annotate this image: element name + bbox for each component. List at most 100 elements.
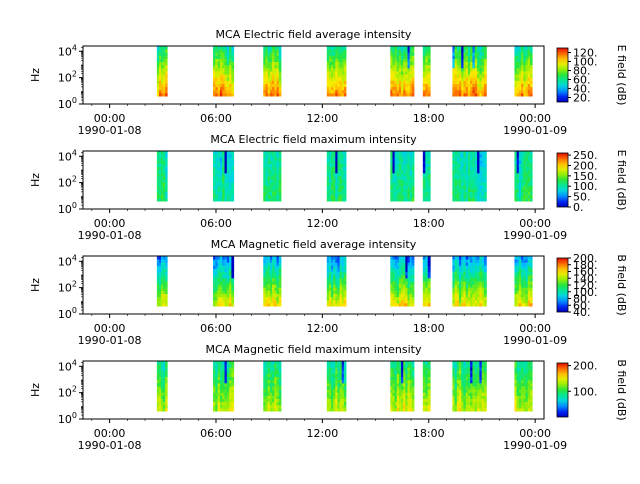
colorbar-tick-label: 100. xyxy=(573,56,598,69)
x-tick-label: 00:00 xyxy=(94,427,126,440)
plot-frame xyxy=(82,150,545,210)
x-date-label: 1990-01-08 xyxy=(78,124,142,137)
colorbar-tick-label: 20. xyxy=(573,92,591,105)
colorbar-tick-label: 60. xyxy=(573,299,591,312)
data-segment xyxy=(263,46,282,97)
y-axis-label: Hz xyxy=(29,383,42,397)
y-axis-label: Hz xyxy=(29,173,42,187)
data-segment xyxy=(263,361,282,412)
data-segment xyxy=(514,46,533,97)
colorbar-tick-label: 100. xyxy=(573,180,598,193)
data-segment xyxy=(390,46,415,97)
data-segment xyxy=(422,151,431,202)
y-tick-label: 104 xyxy=(58,358,77,373)
y-tick-label: 100 xyxy=(58,201,77,216)
data-segment xyxy=(213,361,235,412)
y-axis-label: Hz xyxy=(29,278,42,292)
colorbar-tick-label: 140. xyxy=(573,272,598,285)
data-segment xyxy=(452,256,471,307)
y-tick-label: 104 xyxy=(58,43,77,58)
colorbar-tick-label: 200. xyxy=(573,159,598,172)
panel-4: MCA Magnetic field maximum intensity Hz 10… xyxy=(29,343,628,452)
colorbar-tick-label: 50. xyxy=(573,191,591,204)
x-tick-label: 12:00 xyxy=(307,112,339,125)
colorbar-tick-label: 250. xyxy=(573,149,598,162)
colorbar-tick-label: 100. xyxy=(573,385,598,398)
data-segment xyxy=(422,256,431,307)
data-segment xyxy=(514,151,533,202)
colorbar-tick-label: 40. xyxy=(573,83,591,96)
data-segment xyxy=(390,256,415,307)
data-segment xyxy=(156,151,168,202)
x-tick-label: 00:00 xyxy=(519,427,551,440)
plot-frame xyxy=(82,255,545,315)
data-segment xyxy=(213,46,235,97)
data-segment xyxy=(452,151,471,202)
colorbar-tick-label: 180. xyxy=(573,259,598,272)
x-tick-label: 00:00 xyxy=(519,112,551,125)
colorbar xyxy=(556,47,569,103)
x-tick-label: 00:00 xyxy=(94,322,126,335)
x-tick-label: 00:00 xyxy=(94,217,126,230)
y-tick-label: 102 xyxy=(58,385,77,400)
data-segment xyxy=(156,46,168,97)
y-tick-label: 100 xyxy=(58,96,77,111)
x-tick-label: 12:00 xyxy=(307,217,339,230)
y-tick-label: 102 xyxy=(58,175,77,190)
y-tick-label: 100 xyxy=(58,306,77,321)
colorbar-label: E field (dB) xyxy=(615,150,628,211)
y-tick-label: 100 xyxy=(58,411,77,426)
x-date-label: 1990-01-09 xyxy=(503,124,567,137)
data-segment xyxy=(156,256,168,307)
x-date-label: 1990-01-08 xyxy=(78,334,142,347)
data-segment xyxy=(213,151,235,202)
data-segment xyxy=(326,361,347,412)
data-segment xyxy=(213,256,235,307)
panel-2: MCA Electric field maximum intensity Hz 10… xyxy=(29,133,628,242)
chart-title: MCA Electric field average intensity xyxy=(216,28,412,41)
x-tick-label: 12:00 xyxy=(307,322,339,335)
data-segment xyxy=(452,361,471,412)
x-tick-label: 18:00 xyxy=(413,427,445,440)
data-segment xyxy=(390,151,415,202)
x-tick-label: 00:00 xyxy=(519,217,551,230)
colorbar-tick-label: 80. xyxy=(573,293,591,306)
data-segment xyxy=(326,46,347,97)
data-segment xyxy=(390,361,415,412)
x-tick-label: 18:00 xyxy=(413,217,445,230)
data-segment xyxy=(470,361,487,412)
data-segment xyxy=(263,151,282,202)
colorbar-tick-label: 40. xyxy=(573,306,591,319)
data-segment xyxy=(470,151,487,202)
colorbar-tick-label: 150. xyxy=(573,170,598,183)
x-tick-label: 00:00 xyxy=(94,112,126,125)
x-tick-label: 06:00 xyxy=(200,112,232,125)
chart-title: MCA Magnetic field average intensity xyxy=(211,238,417,251)
data-segment xyxy=(452,46,471,97)
colorbar-tick-label: 200. xyxy=(573,252,598,265)
data-segment xyxy=(470,256,487,307)
data-segment xyxy=(326,256,347,307)
panel-1: MCA Electric field average intensity Hz 10… xyxy=(29,28,628,137)
panel-3: MCA Magnetic field average intensity Hz 10… xyxy=(29,238,628,347)
data-segment xyxy=(263,256,282,307)
x-tick-label: 06:00 xyxy=(200,322,232,335)
colorbar xyxy=(556,257,569,313)
data-segment xyxy=(422,361,431,412)
y-tick-label: 104 xyxy=(58,253,77,268)
x-tick-label: 00:00 xyxy=(519,322,551,335)
x-tick-label: 06:00 xyxy=(200,427,232,440)
colorbar-tick-label: 120. xyxy=(573,279,598,292)
x-tick-label: 06:00 xyxy=(200,217,232,230)
data-segment xyxy=(514,361,533,412)
data-segment xyxy=(514,256,533,307)
data-segment xyxy=(422,46,431,97)
colorbar-tick-label: 0. xyxy=(573,201,584,214)
x-tick-label: 18:00 xyxy=(413,112,445,125)
colorbar-tick-label: 60. xyxy=(573,74,591,87)
colorbar-label: E field (dB) xyxy=(615,45,628,106)
plot-frame xyxy=(82,360,545,420)
colorbar xyxy=(556,362,569,418)
